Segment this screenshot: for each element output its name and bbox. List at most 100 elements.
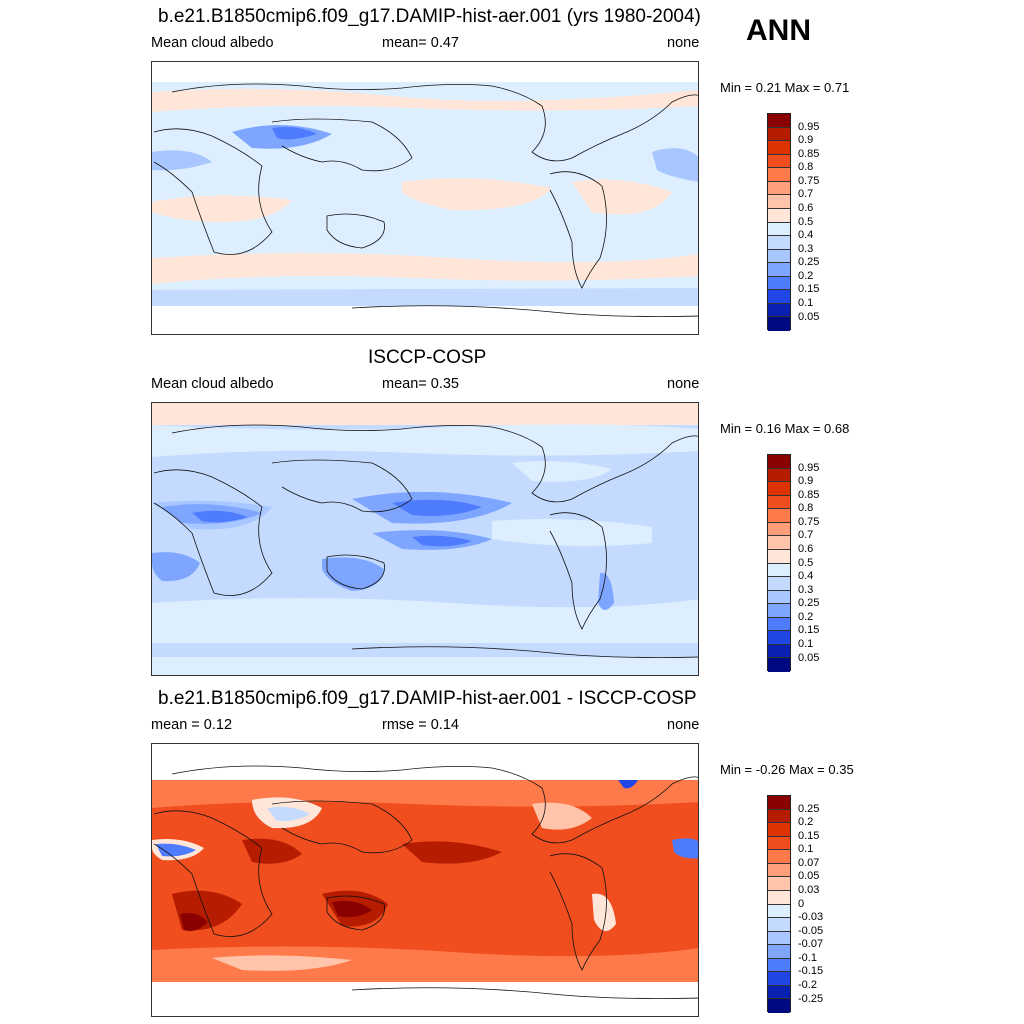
panel3-colorbar-swatch	[768, 877, 790, 891]
colorbar-tick: 0.25	[798, 597, 820, 610]
colorbar-tick: 0.4	[798, 229, 814, 242]
panel1-colorbar-swatch	[768, 127, 790, 142]
colorbar-tick: 0.1	[798, 297, 814, 309]
panel1-colorbar-swatch	[768, 168, 790, 182]
colorbar-tick: -0.15	[798, 965, 824, 978]
colorbar-tick: 0.2	[798, 269, 814, 282]
colorbar-tick: 0.1	[798, 843, 814, 856]
panel1-colorbar-swatch	[768, 154, 790, 169]
colorbar-tick: 0.15	[798, 624, 820, 637]
panel3-min-max: Min = -0.26 Max = 0.35	[720, 762, 854, 777]
panel3-mean: mean = 0.12	[151, 717, 233, 733]
colorbar-tick: 0.05	[798, 651, 820, 664]
panel3-colorbar-swatch	[768, 863, 790, 878]
colorbar-tick: 0.5	[798, 556, 814, 569]
colorbar-tick: 0.6	[798, 202, 814, 214]
colorbar-tick: 0.07	[798, 856, 820, 869]
panel3-colorbar	[767, 795, 791, 1013]
panel1-coastlines	[153, 83, 698, 317]
panel2-colorbar-swatch	[768, 604, 790, 618]
panel3-colorbar-swatch	[768, 890, 790, 905]
panel2-left-label: Mean cloud albedo	[151, 376, 274, 392]
panel1-min-max: Min = 0.21 Max = 0.71	[720, 80, 850, 95]
panel3-colorbar-swatch	[768, 999, 790, 1013]
colorbar-tick: 0.15	[798, 829, 820, 842]
colorbar-tick: 0.2	[798, 610, 814, 623]
colorbar-tick: 0.95	[798, 461, 820, 474]
panel2-colorbar-swatch	[768, 495, 790, 510]
panel1-colorbar-swatch	[768, 303, 790, 318]
colorbar-tick: 0.7	[798, 188, 814, 201]
panel3-colorbar-swatch	[768, 823, 790, 837]
panel3-colorbar-swatch	[768, 985, 790, 1000]
panel2-colorbar-swatch	[768, 658, 790, 672]
panel2-colorbar	[767, 454, 791, 672]
colorbar-tick: 0.2	[798, 816, 814, 829]
panel3-colorbar-swatch	[768, 945, 790, 959]
panel1-colorbar-swatch	[768, 249, 790, 264]
panel3-colorbar-swatch	[768, 918, 790, 932]
panel2-coastlines	[153, 424, 698, 658]
panel2-map	[151, 402, 699, 676]
panel1-colorbar-swatch	[768, 317, 790, 331]
panel2-colorbar-swatch	[768, 468, 790, 483]
panel1-colorbar-swatch	[768, 208, 790, 223]
panel2-colorbar-swatch	[768, 536, 790, 550]
panel3-colorbar-swatch	[768, 904, 790, 919]
colorbar-tick: 0.3	[798, 242, 814, 255]
colorbar-tick: 0.3	[798, 583, 814, 596]
panel3-colorbar-swatch	[768, 836, 790, 851]
panel1-colorbar-swatch	[768, 181, 790, 196]
panel1-colorbar-swatch	[768, 276, 790, 291]
panel1-colorbar-swatch	[768, 195, 790, 209]
colorbar-tick: 0.9	[798, 475, 814, 488]
colorbar-tick: 0.7	[798, 529, 814, 542]
panel2-mean: mean= 0.35	[382, 376, 459, 392]
panel2-colorbar-swatch	[768, 455, 790, 469]
panel1-colorbar-swatch	[768, 141, 790, 155]
colorbar-tick: 0	[798, 897, 805, 910]
panel2-colorbar-swatch	[768, 563, 790, 578]
panel1-units: none	[667, 35, 700, 51]
colorbar-tick: 0.05	[798, 870, 820, 883]
panel3-colorbar-swatch	[768, 796, 790, 810]
panel3-colorbar-swatch	[768, 850, 790, 864]
panel2-colorbar-swatch	[768, 549, 790, 564]
panel2-colorbar-swatch	[768, 617, 790, 632]
panel3-colorbar-swatch	[768, 931, 790, 946]
panel3-rmse: rmse = 0.14	[382, 717, 459, 733]
colorbar-tick: 0.25	[798, 802, 820, 815]
colorbar-tick: 0.5	[798, 215, 814, 228]
colorbar-tick: -0.05	[798, 924, 824, 937]
colorbar-tick: 0.8	[798, 502, 814, 515]
colorbar-tick: -0.03	[798, 911, 824, 924]
panel1-map	[151, 61, 699, 335]
colorbar-tick: 0.9	[798, 134, 814, 147]
panel2-min-max: Min = 0.16 Max = 0.68	[720, 421, 850, 436]
panel1-left-label: Mean cloud albedo	[151, 35, 274, 51]
panel1-colorbar-swatch	[768, 290, 790, 304]
panel2-colorbar-swatch	[768, 509, 790, 523]
colorbar-tick: 0.25	[798, 256, 820, 269]
season-label: ANN	[746, 14, 811, 47]
panel2-title: ISCCP-COSP	[368, 347, 487, 368]
colorbar-tick: 0.6	[798, 543, 814, 555]
panel2-colorbar-swatch	[768, 631, 790, 645]
colorbar-tick: 0.95	[798, 120, 820, 133]
panel3-coastlines	[153, 765, 698, 999]
colorbar-tick: -0.07	[798, 938, 824, 951]
panel3-units: none	[667, 717, 700, 733]
panel3-title: b.e21.B1850cmip6.f09_g17.DAMIP-hist-aer.…	[158, 688, 697, 709]
colorbar-tick: 0.8	[798, 161, 814, 174]
colorbar-tick: 0.15	[798, 283, 820, 296]
colorbar-tick: 0.75	[798, 515, 820, 528]
panel2-colorbar-swatch	[768, 577, 790, 591]
colorbar-tick: -0.25	[798, 992, 824, 1005]
panel1-colorbar	[767, 113, 791, 331]
panel3-colorbar-swatch	[768, 809, 790, 824]
colorbar-tick: 0.85	[798, 488, 820, 501]
panel3-map	[151, 743, 699, 1017]
colorbar-tick: -0.2	[798, 979, 817, 991]
panel2-colorbar-swatch	[768, 644, 790, 659]
colorbar-tick: 0.03	[798, 884, 820, 896]
